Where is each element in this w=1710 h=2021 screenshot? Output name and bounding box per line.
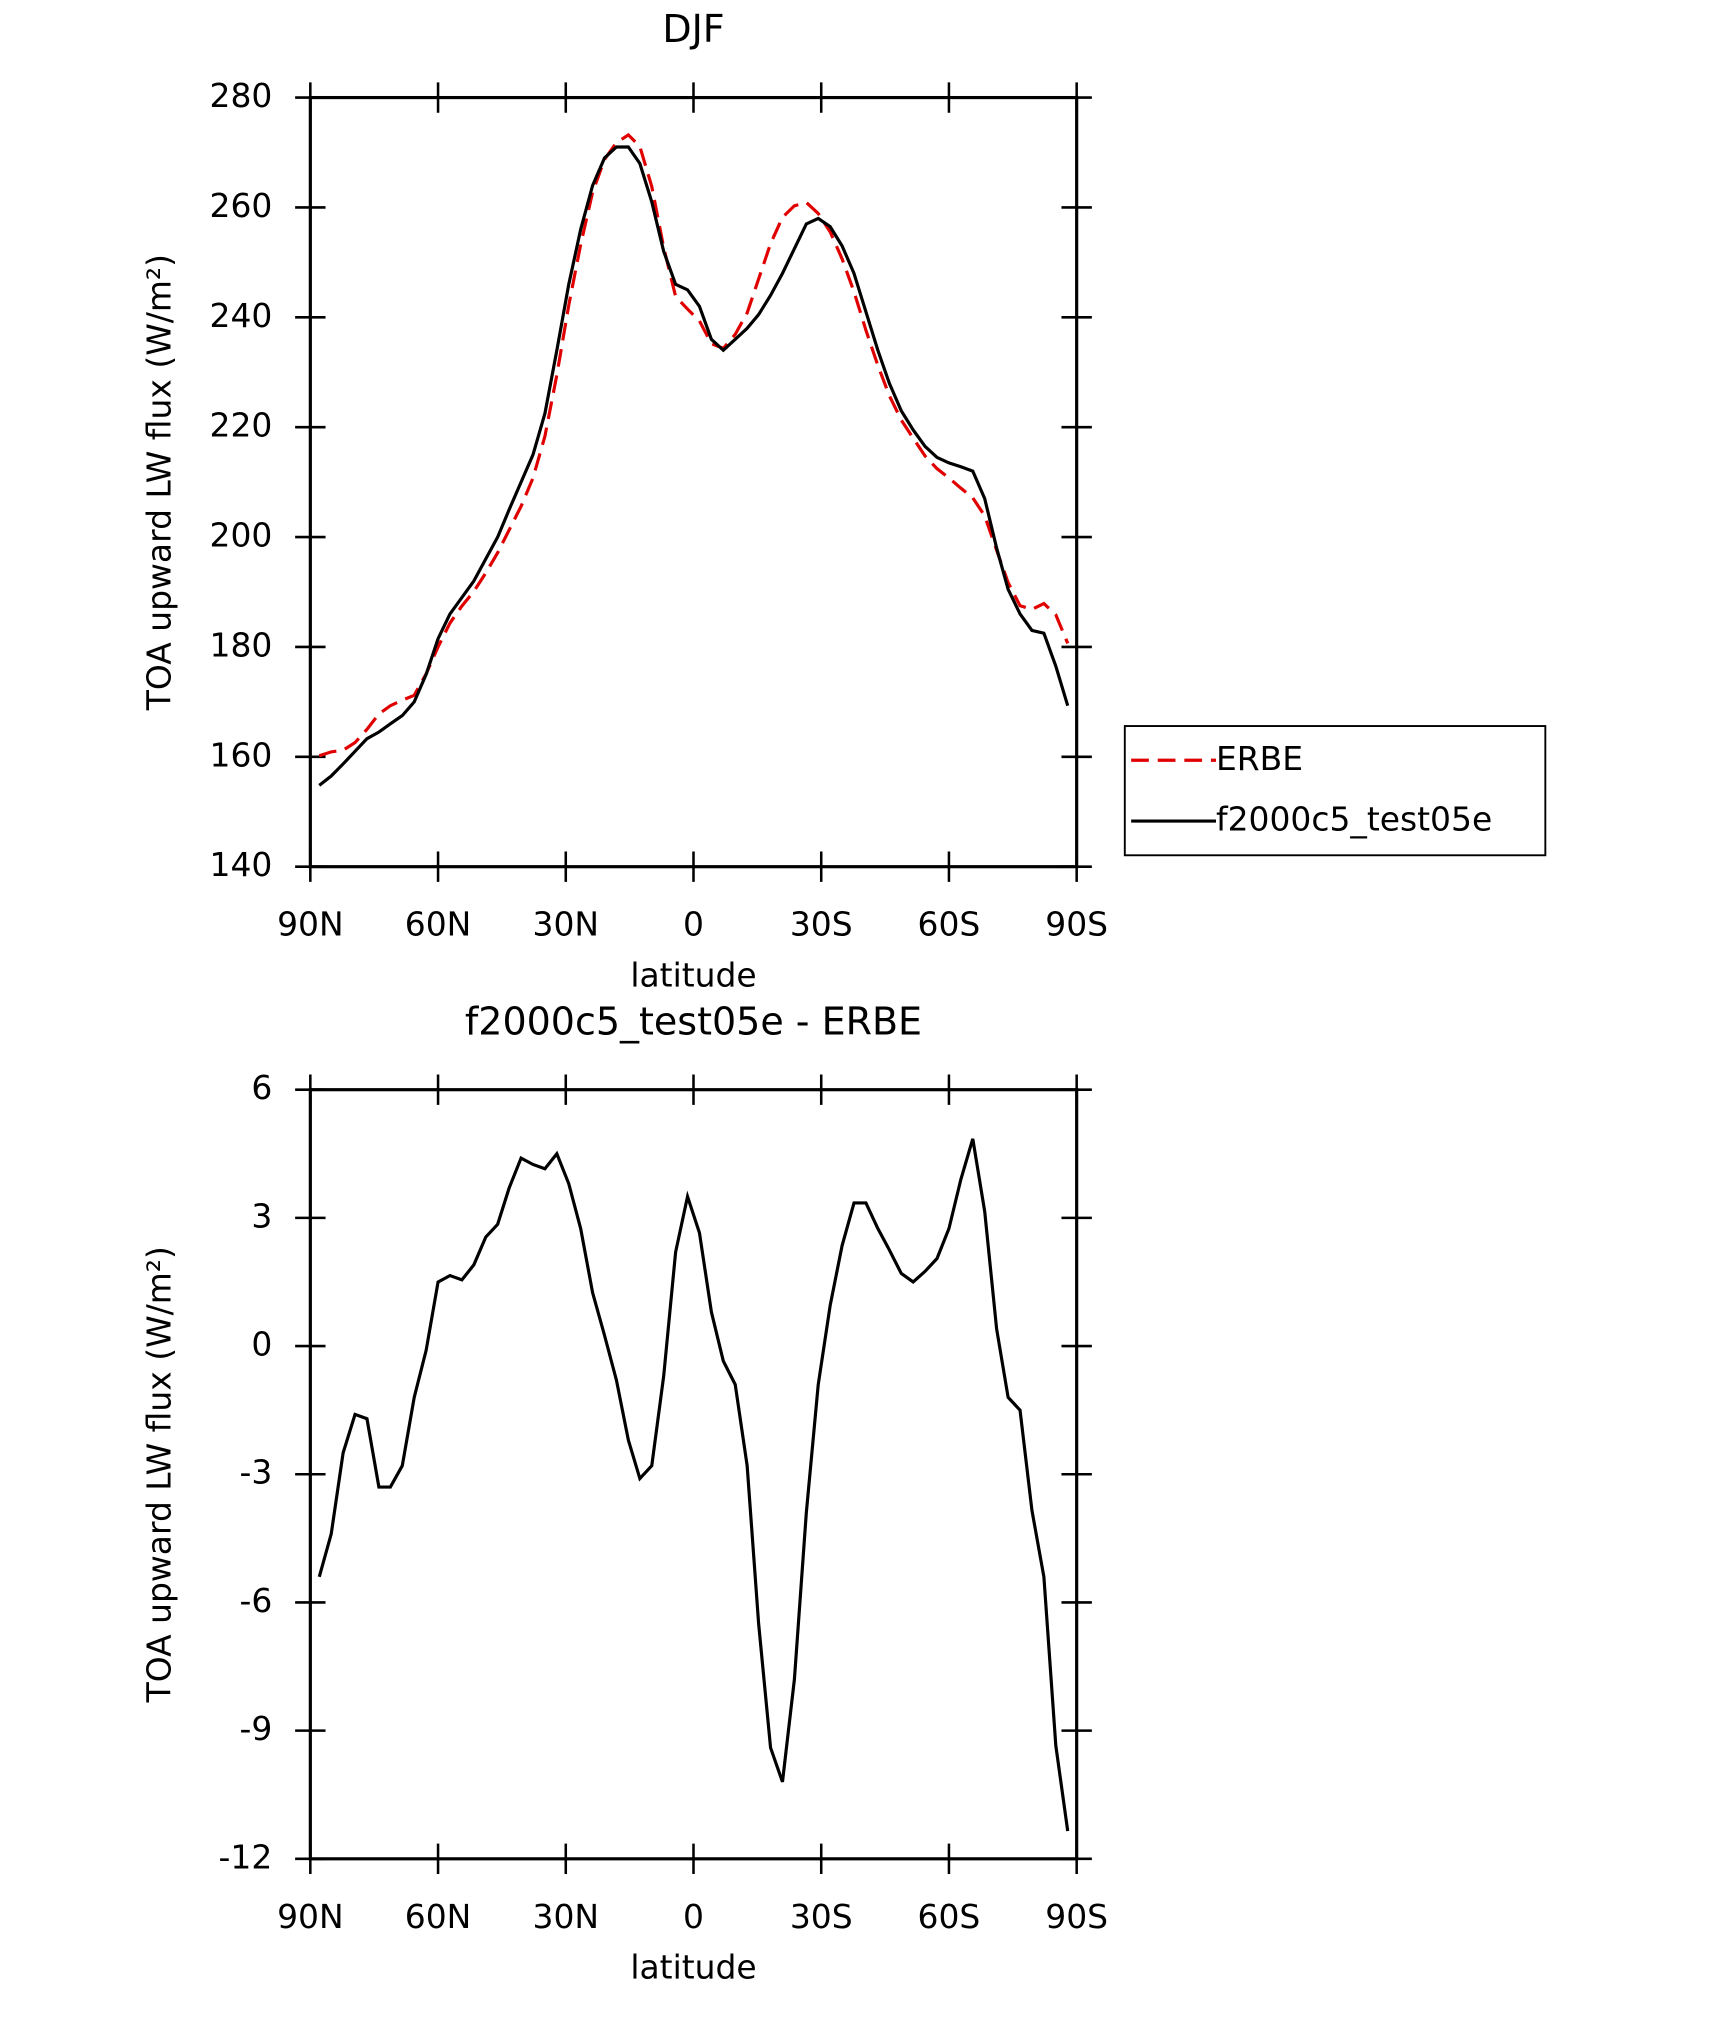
x-tick-label: 60S [918,1897,981,1936]
y-tick-label: 0 [251,1325,272,1364]
legend-label: f2000c5_test05e [1216,800,1492,839]
x-tick-label: 30S [790,905,853,944]
data-line [318,132,1070,758]
y-tick-label: 200 [209,516,272,555]
x-axis-label: latitude [630,1948,756,1987]
y-tick-label: 260 [209,186,272,225]
x-tick-label: 90S [1045,905,1108,944]
y-tick-label: 6 [251,1068,272,1107]
x-tick-label: 60N [405,905,472,944]
x-tick-label: 30N [533,1897,600,1936]
y-tick-label: 240 [209,296,272,335]
y-tick-label: 180 [209,625,272,664]
y-tick-label: -3 [240,1453,273,1492]
y-axis-label: TOA upward LW flux (W/m²) [139,1246,178,1703]
x-tick-label: 30N [533,905,600,944]
data-line [317,1138,1070,1832]
y-tick-label: 220 [209,406,272,445]
y-tick-label: 160 [209,735,272,774]
y-tick-label: -6 [240,1581,273,1620]
y-tick-label: 140 [209,845,272,884]
y-axis-label: TOA upward LW flux (W/m²) [139,254,178,711]
x-tick-label: 60S [918,905,981,944]
y-tick-label: -12 [219,1837,273,1876]
plot-frame [308,1088,1079,1861]
y-tick-label: -9 [240,1709,273,1748]
x-tick-label: 30S [790,1897,853,1936]
chart-title: f2000c5_test05e - ERBE [465,999,922,1043]
chart-title: DJF [662,7,724,51]
y-tick-label: 280 [209,76,272,115]
legend-box [1123,725,1547,857]
plot-frame [308,95,1079,869]
data-line [318,145,1070,787]
x-tick-label: 90N [277,1897,344,1936]
x-tick-label: 0 [683,1897,704,1936]
x-tick-label: 60N [405,1897,472,1936]
x-axis-label: latitude [630,955,756,994]
legend-label: ERBE [1216,739,1303,778]
x-tick-label: 90S [1045,1897,1108,1936]
x-tick-label: 90N [277,905,344,944]
x-tick-label: 0 [683,905,704,944]
y-tick-label: 3 [251,1196,272,1235]
